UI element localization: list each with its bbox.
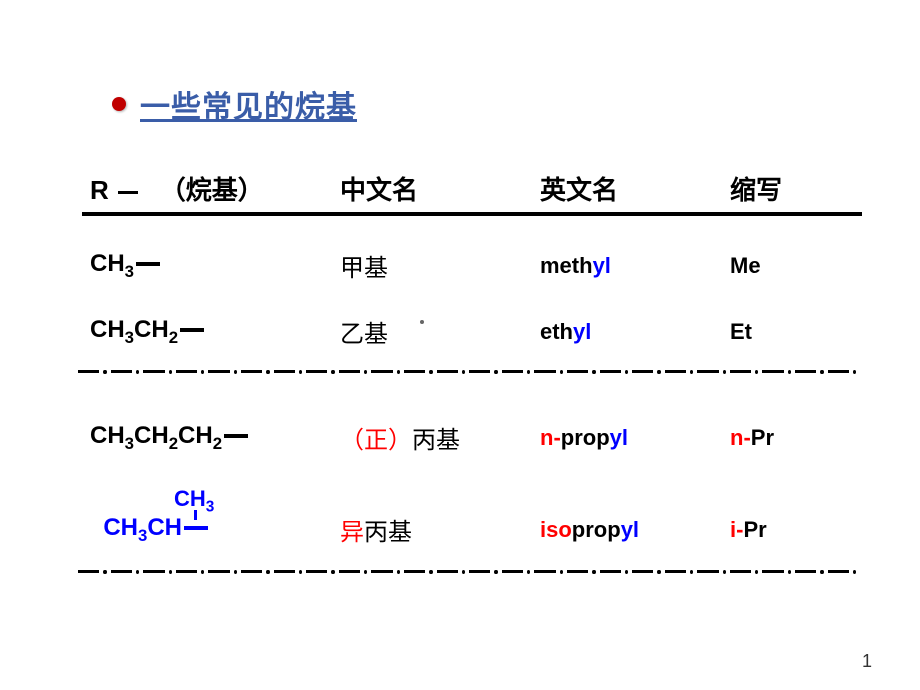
bond-icon — [224, 434, 248, 438]
en-stem: prop — [572, 517, 621, 542]
abbr-text: Pr — [743, 517, 766, 542]
cell-formula: CH3CH2 — [90, 316, 340, 348]
en-stem: eth — [540, 319, 573, 344]
en-stem: prop — [561, 425, 610, 450]
chemical-formula: CH3CH2 — [90, 316, 204, 343]
cell-formula: CH3 — [90, 250, 340, 282]
cell-formula: CH3 CH3CH — [90, 514, 340, 546]
cell-abbr: i-Pr — [730, 516, 850, 544]
cell-en-name: ethyl — [540, 318, 730, 346]
header-rule — [82, 212, 862, 216]
divider-dashdot — [78, 570, 860, 574]
cell-cn-name: 甲基 — [340, 248, 540, 283]
abbr-text: Me — [730, 253, 761, 278]
slide: 一些常见的烷基 R （烷基） 中文名 英文名 缩写 CH3甲基methylMeC… — [0, 0, 920, 690]
chemical-formula: CH3 CH3CH — [90, 514, 208, 541]
chemical-formula: CH3 — [90, 250, 160, 277]
bullet-icon — [112, 97, 126, 111]
header-cn: 中文名 — [340, 170, 540, 207]
header-R: R — [90, 175, 109, 205]
table-row: CH3CH2乙基ethylEt — [90, 314, 860, 349]
divider-dashdot — [78, 370, 860, 374]
cell-formula: CH3CH2CH2 — [90, 422, 340, 454]
header-formula: R （烷基） — [90, 170, 340, 207]
cell-en-name: isopropyl — [540, 516, 730, 544]
bond-icon — [180, 328, 204, 332]
bond-icon — [118, 191, 138, 194]
header-en: 英文名 — [540, 170, 730, 207]
en-prefix: n- — [540, 425, 561, 450]
cn-prefix: 异 — [340, 520, 364, 546]
cell-cn-name: 乙基 — [340, 314, 540, 349]
slide-title: 一些常见的烷基 — [140, 82, 357, 126]
table-row: CH3甲基methylMe — [90, 248, 860, 283]
en-suffix: yl — [593, 253, 611, 278]
cn-name: 甲基 — [340, 256, 388, 282]
abbr-text: Et — [730, 319, 752, 344]
cn-prefix: （正） — [340, 428, 412, 454]
cell-abbr: Me — [730, 252, 850, 280]
table-header: R （烷基） 中文名 英文名 缩写 — [90, 170, 860, 207]
abbr-prefix: n- — [730, 425, 751, 450]
page-number: 1 — [862, 651, 872, 672]
abbr-text: Pr — [751, 425, 774, 450]
en-suffix: yl — [621, 517, 639, 542]
cell-en-name: n-propyl — [540, 424, 730, 452]
en-suffix: yl — [610, 425, 628, 450]
bond-icon — [184, 526, 208, 530]
chemical-formula: CH3CH2CH2 — [90, 422, 248, 449]
table-row: CH3CH2CH2（正）丙基n-propyln-Pr — [90, 420, 860, 455]
bond-icon — [194, 510, 197, 520]
cell-abbr: Et — [730, 318, 850, 346]
cell-cn-name: 异丙基 — [340, 512, 540, 547]
title-row: 一些常见的烷基 — [112, 82, 357, 126]
en-prefix: iso — [540, 517, 572, 542]
cn-name: 丙基 — [412, 428, 460, 454]
abbr-prefix: i- — [730, 517, 743, 542]
header-formula-label: （烷基） — [160, 175, 264, 205]
cell-cn-name: （正）丙基 — [340, 420, 540, 455]
table-row: CH3 CH3CH异丙基isopropyli-Pr — [90, 512, 860, 547]
cn-name: 丙基 — [364, 520, 412, 546]
dot-icon — [420, 320, 424, 324]
en-stem: meth — [540, 253, 593, 278]
header-abbr: 缩写 — [730, 170, 850, 207]
cn-name: 乙基 — [340, 322, 388, 348]
cell-abbr: n-Pr — [730, 424, 850, 452]
cell-en-name: methyl — [540, 252, 730, 280]
en-suffix: yl — [573, 319, 591, 344]
bond-icon — [136, 262, 160, 266]
